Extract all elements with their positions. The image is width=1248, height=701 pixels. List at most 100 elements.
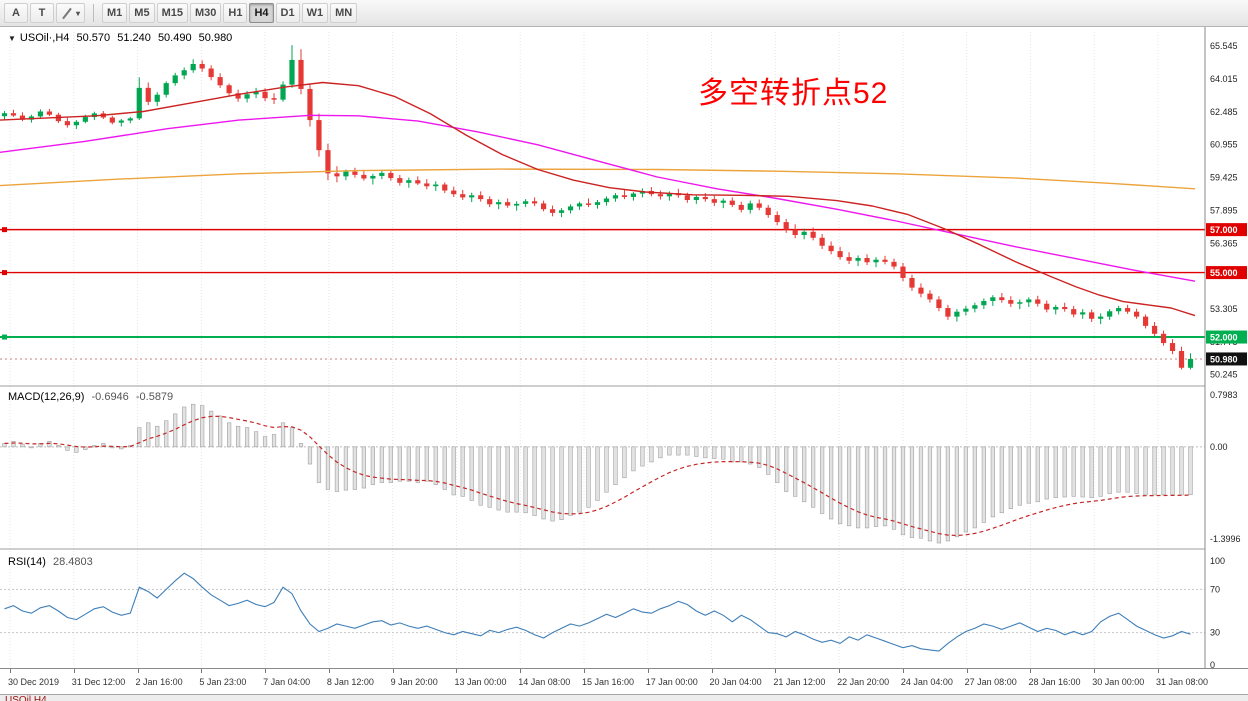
time-label: 21 Jan 12:00 [773, 677, 826, 687]
svg-text:0.7983: 0.7983 [1210, 390, 1238, 400]
line-handle [2, 270, 7, 276]
ohlc-open: 50.570 [76, 32, 111, 44]
time-label: 31 Jan 08:00 [1156, 677, 1209, 687]
grid-layer [9, 32, 1159, 665]
macd-value: -0.6946 [91, 391, 129, 403]
ma-orange [0, 168, 1196, 190]
time-tick [201, 669, 203, 673]
svg-text:62.485: 62.485 [1210, 107, 1238, 117]
time-tick [73, 669, 75, 673]
svg-text:56.365: 56.365 [1210, 238, 1238, 248]
time-label: 30 Jan 00:00 [1092, 677, 1145, 687]
time-label: 8 Jan 12:00 [326, 677, 374, 687]
svg-text:53.305: 53.305 [1210, 304, 1238, 314]
ma-magenta [0, 114, 1196, 282]
tf-h4[interactable]: H4 [249, 3, 274, 23]
time-label: 7 Jan 04:00 [263, 677, 311, 687]
svg-text:0.00: 0.00 [1210, 442, 1228, 452]
svg-text:50.245: 50.245 [1210, 370, 1238, 380]
time-label: 9 Jan 20:00 [390, 677, 438, 687]
time-label: 27 Jan 08:00 [964, 677, 1017, 687]
time-label: 15 Jan 16:00 [582, 677, 635, 687]
time-tick [775, 669, 777, 673]
tf-d1[interactable]: D1 [275, 3, 300, 23]
price-badge [1206, 266, 1247, 280]
text-label-button[interactable]: T [30, 3, 54, 23]
tf-m15[interactable]: M15 [156, 3, 188, 23]
rsi-label: RSI(14) [8, 556, 46, 568]
ohlc-close: 50.980 [198, 32, 233, 44]
time-tick [839, 669, 841, 673]
rsi-title: RSI(14) 28.4803 [8, 556, 97, 568]
svg-text:57.895: 57.895 [1210, 205, 1238, 215]
time-label: 13 Jan 00:00 [454, 677, 507, 687]
bottom-tab-bar[interactable]: USOil,H4 [0, 694, 1248, 701]
time-tick [647, 669, 649, 673]
time-tick [902, 669, 904, 673]
macd-histogram [2, 403, 1193, 544]
time-tick [1094, 669, 1096, 673]
time-tick [456, 669, 458, 673]
ohlc-low: 50.490 [157, 32, 192, 44]
svg-text:70: 70 [1210, 584, 1220, 594]
time-label: 20 Jan 04:00 [709, 677, 762, 687]
rsi-value: 28.4803 [52, 556, 93, 568]
time-tick [584, 669, 585, 673]
price-axis [1205, 27, 1248, 668]
draw-tools-dropdown[interactable]: ▾ [56, 3, 86, 23]
time-tick [966, 669, 968, 673]
toolbar-separator [93, 4, 95, 22]
macd-title: MACD(12,26,9) -0.6946 -0.5879 [8, 391, 177, 403]
tf-m5[interactable]: M5 [129, 3, 155, 23]
svg-text:64.015: 64.015 [1210, 74, 1238, 84]
svg-text:59.425: 59.425 [1210, 173, 1238, 183]
candles-layer [1, 45, 1194, 370]
time-label: 14 Jan 08:00 [518, 677, 571, 687]
time-label: 22 Jan 20:00 [837, 677, 890, 687]
time-label: 24 Jan 04:00 [900, 677, 953, 687]
macd-label: MACD(12,26,9) [8, 391, 85, 403]
line-handle [2, 334, 7, 340]
bottom-tab-label: USOil,H4 [5, 695, 47, 701]
svg-text:65.545: 65.545 [1210, 41, 1238, 51]
time-tick [711, 669, 713, 673]
time-label: 2 Jan 16:00 [135, 677, 183, 687]
svg-text:50.980: 50.980 [1210, 354, 1238, 364]
time-tick [265, 669, 267, 673]
ohlc-high: 51.240 [117, 32, 151, 44]
price-badge [1206, 223, 1247, 237]
pencil-icon [61, 7, 73, 20]
svg-text:100: 100 [1210, 556, 1225, 566]
line-handle [2, 227, 7, 233]
chart-annotation: 多空转折点52 [698, 77, 889, 110]
macd-signal-line [4, 415, 1191, 537]
svg-text:57.000: 57.000 [1210, 225, 1238, 235]
tf-m30[interactable]: M30 [189, 3, 222, 23]
chart-svg[interactable]: 65.545 64.015 62.485 60.955 59.425 57.895 56.3… [0, 27, 1248, 668]
chart-background [0, 27, 1248, 668]
tf-m1[interactable]: M1 [102, 3, 128, 23]
time-tick [137, 669, 139, 673]
tf-w1[interactable]: W1 [301, 3, 329, 23]
tf-h1[interactable]: H1 [223, 3, 248, 23]
chart-title: ▼ USOil·,H4 50.570 51.240 50.490 50.980 [8, 32, 236, 44]
time-label: 30 Dec 2019 [8, 677, 60, 687]
price-badge [1206, 330, 1247, 344]
chevron-down-icon: ▾ [76, 8, 81, 18]
svg-text:60.955: 60.955 [1210, 140, 1238, 150]
time-tick [328, 669, 330, 673]
time-tick [1158, 669, 1159, 673]
macd-signal-value: -0.5879 [135, 391, 174, 403]
timeframe-group: M1 M5 M15 M30 H1 H4 D1 W1 MN [102, 3, 358, 23]
time-axis[interactable]: 30 Dec 2019 31 Dec 12:00 2 Jan 16:00 5 Jan … [0, 668, 1248, 694]
tf-mn[interactable]: MN [330, 3, 358, 23]
svg-text:55.000: 55.000 [1210, 268, 1238, 278]
time-tick [10, 669, 11, 673]
time-tick [520, 669, 522, 673]
svg-text:-1.3996: -1.3996 [1210, 534, 1241, 544]
svg-text:0: 0 [1210, 660, 1215, 668]
svg-text:30: 30 [1210, 628, 1220, 638]
symbol-marker-icon: ▼ [8, 34, 16, 43]
time-label: 17 Jan 00:00 [645, 677, 698, 687]
text-annotation-button[interactable]: A [4, 3, 28, 23]
